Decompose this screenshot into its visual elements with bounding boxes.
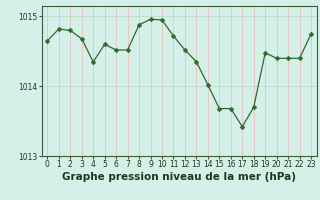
X-axis label: Graphe pression niveau de la mer (hPa): Graphe pression niveau de la mer (hPa): [62, 172, 296, 182]
